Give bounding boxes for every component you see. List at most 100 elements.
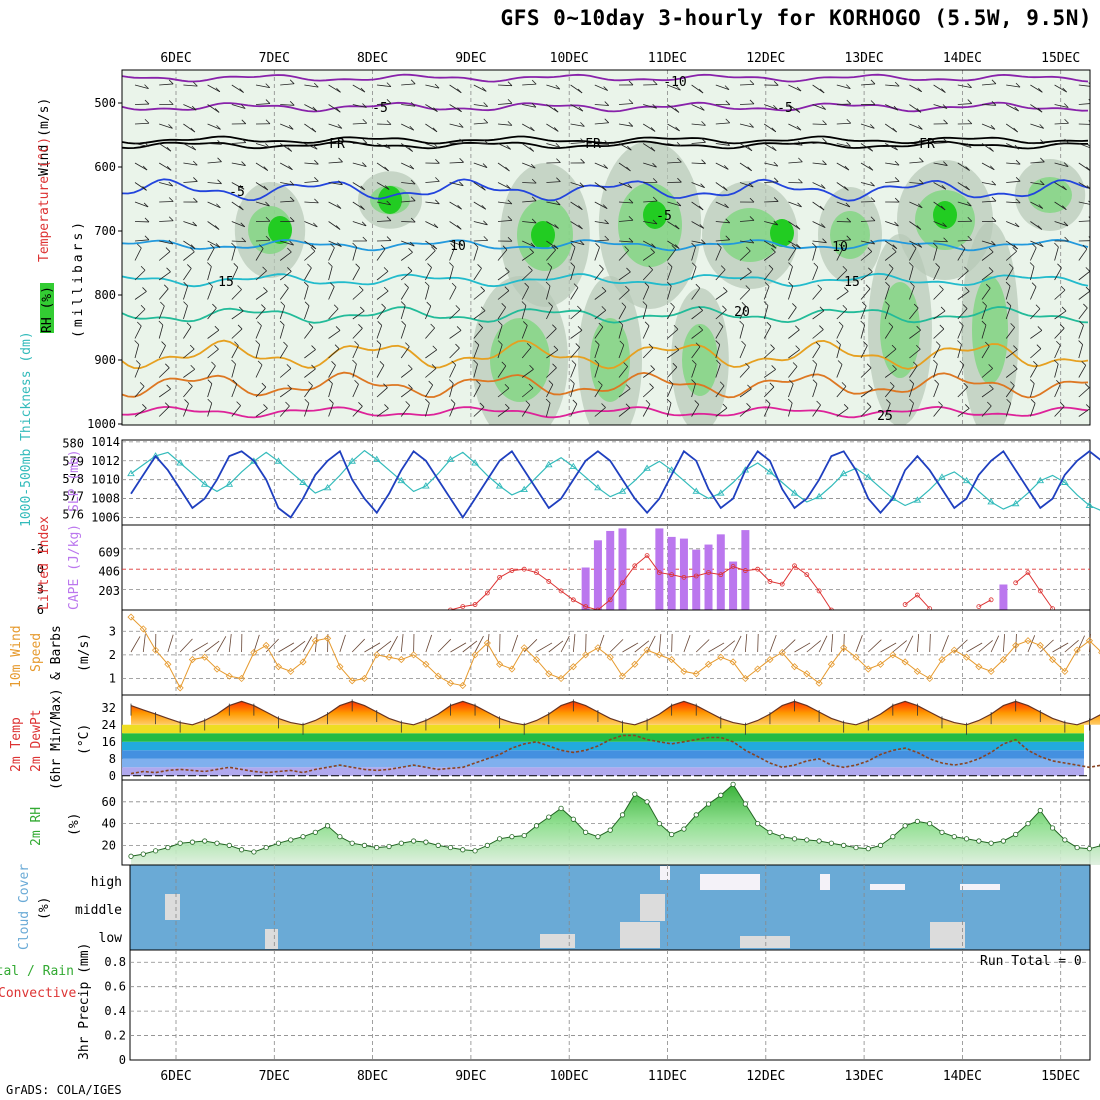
wind-barb-flag bbox=[352, 242, 357, 248]
wind-barb-flag bbox=[189, 344, 195, 350]
wind-barb-flag bbox=[1038, 88, 1043, 93]
wind-speed-point bbox=[901, 658, 909, 666]
thickness-point bbox=[962, 476, 971, 484]
wind-barb-flag bbox=[263, 287, 268, 292]
wind-barb bbox=[497, 219, 512, 222]
wind-barb-flag bbox=[552, 324, 557, 329]
wind-barb-flag bbox=[215, 243, 221, 248]
wind-barb-flag bbox=[257, 360, 263, 366]
wind-barb bbox=[159, 220, 174, 222]
wind-barb-flag bbox=[1039, 180, 1045, 185]
wind-barb bbox=[134, 344, 140, 359]
wind-barb bbox=[231, 221, 245, 228]
wind-barb bbox=[667, 349, 680, 359]
wind-barb-flag bbox=[478, 323, 483, 328]
cloud-clear-cell bbox=[540, 934, 575, 948]
wind-barb bbox=[642, 325, 650, 339]
wind-barb-flag bbox=[257, 321, 262, 326]
wind-barb-flag bbox=[449, 262, 454, 267]
wind-barb-flag bbox=[404, 283, 409, 288]
wind-barb-flag bbox=[287, 267, 292, 272]
wind-barb-flag bbox=[168, 197, 174, 202]
wind-barb-flag bbox=[724, 85, 730, 90]
wind-barb-flag bbox=[289, 79, 295, 85]
wind-speed-point bbox=[274, 663, 283, 671]
wind-barb bbox=[739, 162, 752, 172]
wind-barb bbox=[1054, 310, 1067, 320]
wind-barb bbox=[739, 406, 751, 417]
wind-barb bbox=[207, 365, 216, 378]
wind-barb-flag bbox=[716, 359, 721, 365]
wind-barb bbox=[570, 247, 576, 261]
wind-barb-flag bbox=[450, 243, 455, 248]
wind-barb bbox=[279, 251, 292, 261]
wind-barb bbox=[376, 387, 388, 398]
cloud-clear-cell bbox=[165, 894, 180, 920]
precip-total-label: Total / Rain bbox=[0, 964, 74, 979]
wind-barb bbox=[981, 388, 994, 398]
wind-barb-flag bbox=[481, 204, 487, 210]
wind-barb bbox=[957, 364, 965, 378]
wind-barb-flag bbox=[701, 121, 706, 126]
wind-barb bbox=[788, 349, 800, 359]
wind-barb-flag bbox=[798, 140, 803, 146]
date-top-7DEC: 7DEC bbox=[259, 51, 290, 66]
isotherm-line bbox=[122, 73, 1089, 83]
wind-barb bbox=[981, 405, 992, 417]
wind-barb bbox=[788, 402, 793, 417]
wind-barb bbox=[255, 364, 263, 378]
wind-barb bbox=[957, 162, 970, 171]
wind-barb-flag bbox=[597, 380, 603, 386]
wind-barb-flag bbox=[771, 244, 777, 249]
wind-barb-flag bbox=[529, 147, 535, 152]
wind-barb-flag bbox=[144, 99, 150, 105]
wind-barb bbox=[860, 406, 872, 417]
wind-barb bbox=[400, 252, 413, 261]
temp-band bbox=[122, 767, 1084, 776]
wind-barb bbox=[1005, 403, 1012, 417]
wind-barb bbox=[134, 325, 142, 339]
wind-barb bbox=[1078, 271, 1090, 281]
y-tick-label: 1012 bbox=[91, 454, 120, 468]
wind-barb-flag bbox=[216, 125, 221, 130]
wind-barb bbox=[425, 180, 440, 183]
wind-barb-flag bbox=[891, 247, 897, 253]
wind-barb bbox=[933, 221, 947, 228]
wind-barb-flag bbox=[866, 402, 872, 407]
wind-barb bbox=[715, 162, 729, 170]
wind-barb bbox=[497, 344, 503, 359]
wind-barb bbox=[279, 345, 288, 359]
wind-barb-flag bbox=[986, 401, 992, 407]
wind-barb bbox=[981, 83, 996, 86]
wind-barb-flag bbox=[287, 247, 292, 253]
wind-barb bbox=[497, 143, 511, 150]
wind-barb bbox=[497, 102, 512, 105]
wind-barb bbox=[1054, 122, 1069, 125]
wind-barb bbox=[691, 287, 701, 300]
wind-barb-flag bbox=[289, 217, 295, 222]
wind-barb bbox=[594, 344, 600, 359]
wind-barb bbox=[667, 266, 673, 281]
wind-barb-flag bbox=[1083, 303, 1088, 309]
wind-barb-flag bbox=[580, 122, 585, 127]
wind-barb bbox=[449, 383, 454, 398]
temp-label-3: (6hr Min/Max) bbox=[49, 688, 64, 790]
wind-barb bbox=[1030, 266, 1035, 281]
rh-point bbox=[497, 836, 503, 842]
wind-barb bbox=[570, 266, 576, 281]
wind-barb-flag bbox=[570, 262, 575, 267]
wind-barb bbox=[521, 325, 528, 339]
wind-barb bbox=[957, 84, 972, 88]
wind-barb-flag bbox=[964, 266, 969, 272]
wind-barb bbox=[546, 384, 554, 398]
wind-barb bbox=[473, 290, 485, 300]
wind-barb bbox=[497, 182, 511, 190]
rh-point bbox=[288, 837, 294, 843]
wind-barb-flag bbox=[604, 140, 610, 145]
wind-barb bbox=[836, 364, 843, 378]
wind-barb bbox=[691, 240, 706, 245]
isotherm-line bbox=[122, 238, 1089, 252]
wind-barb bbox=[683, 634, 691, 653]
wind-barb bbox=[473, 406, 485, 417]
wind-barb-flag bbox=[265, 143, 270, 148]
